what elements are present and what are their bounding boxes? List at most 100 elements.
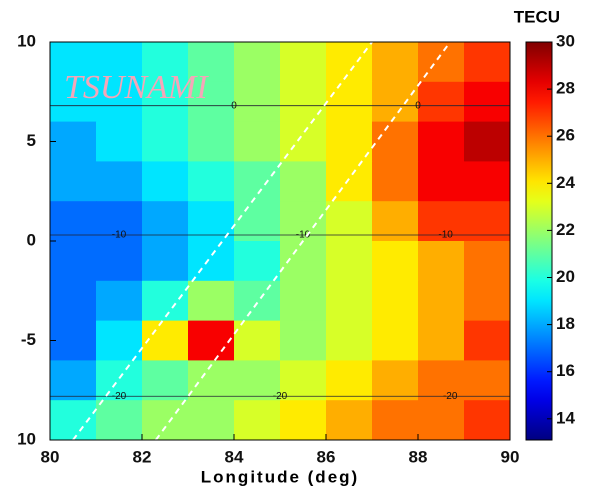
- colorbar-tick-label: 22: [556, 220, 575, 239]
- y-tick-label: 5: [27, 131, 36, 150]
- heat-cell: [464, 360, 511, 401]
- x-tick-label: 86: [317, 447, 336, 466]
- heat-cell: [96, 81, 143, 123]
- heat-cell: [418, 360, 465, 401]
- heat-cell: [234, 360, 281, 401]
- heat-cell: [96, 360, 143, 401]
- heat-cell: [234, 400, 281, 441]
- heat-cell: [326, 280, 373, 322]
- heat-cell: [142, 42, 189, 83]
- heat-cell: [372, 400, 419, 441]
- heat-cell: [50, 360, 97, 401]
- x-tick-label: 88: [409, 447, 428, 466]
- colorbar-tick-label: 20: [556, 267, 575, 286]
- x-tick-label: 80: [41, 447, 60, 466]
- colorbar-tick-label: 16: [556, 361, 575, 380]
- heat-cell: [418, 81, 465, 123]
- heat-cell: [372, 42, 419, 83]
- y-tick-label: -5: [21, 330, 36, 349]
- heat-cell: [50, 241, 97, 282]
- heat-cell: [142, 81, 189, 123]
- heat-cell: [234, 280, 281, 322]
- heat-cell: [280, 280, 327, 322]
- heat-cell: [50, 400, 97, 441]
- heat-cell: [280, 320, 327, 361]
- heat-cell: [326, 161, 373, 202]
- heat-cell: [234, 121, 281, 162]
- heat-cell: [372, 201, 419, 242]
- heat-cell: [464, 81, 511, 123]
- dashed-line: [154, 41, 452, 441]
- heat-cell: [464, 121, 511, 162]
- heat-cell: [418, 400, 465, 441]
- heat-cell: [234, 42, 281, 83]
- heat-cell: [234, 201, 281, 242]
- contour-label: 0: [415, 100, 421, 111]
- dashed-line: [72, 41, 373, 441]
- heat-cell: [464, 280, 511, 322]
- heat-cell: [372, 161, 419, 202]
- heat-cell: [326, 241, 373, 282]
- contour-label: -20: [443, 391, 458, 402]
- x-axis-label: Longitude (deg): [201, 467, 359, 486]
- heat-cell: [418, 121, 465, 162]
- heat-cell: [50, 320, 97, 361]
- heat-cell: [372, 280, 419, 322]
- annotation: TSUNAMI: [64, 69, 209, 106]
- heat-cell: [188, 81, 235, 123]
- heat-cell: [234, 81, 281, 123]
- heat-cell: [326, 400, 373, 441]
- colorbar: [525, 41, 553, 441]
- colorbar-tick-label: 26: [556, 126, 575, 145]
- heat-cell: [96, 42, 143, 83]
- contour-label: 0: [231, 100, 237, 111]
- heat-cell: [234, 320, 281, 361]
- colorbar-tick-label: 18: [556, 314, 575, 333]
- heat-cell: [50, 81, 97, 123]
- heat-cell: [188, 42, 235, 83]
- y-tick-label: 0: [27, 230, 36, 249]
- heat-cell: [96, 241, 143, 282]
- colorbar-tick-label: 24: [556, 173, 575, 192]
- heat-cell: [372, 241, 419, 282]
- heat-cell: [464, 400, 511, 441]
- heat-cell: [280, 360, 327, 401]
- heat-cell: [96, 161, 143, 202]
- x-tick-label: 82: [133, 447, 152, 466]
- heat-cell: [50, 42, 97, 83]
- heat-cell: [372, 81, 419, 123]
- heat-cell: [96, 121, 143, 162]
- colorbar-tick-label: 14: [556, 408, 575, 427]
- heat-cell: [418, 320, 465, 361]
- heat-cell: [464, 42, 511, 83]
- heat-cell: [234, 161, 281, 202]
- heat-cell: [142, 161, 189, 202]
- heat-cell: [280, 81, 327, 123]
- x-tick-label: 84: [225, 447, 244, 466]
- x-tick-label: 90: [501, 447, 520, 466]
- heat-cell: [50, 201, 97, 242]
- contour-label: -20: [112, 391, 127, 402]
- contour-label: -10: [296, 230, 311, 241]
- heat-cell: [96, 280, 143, 322]
- heat-cell: [188, 121, 235, 162]
- heat-cell: [280, 400, 327, 441]
- heat-cell: [464, 161, 511, 202]
- heat-cell: [464, 201, 511, 242]
- heat-cell: [464, 320, 511, 361]
- heat-cell: [418, 161, 465, 202]
- heat-cell: [142, 360, 189, 401]
- heat-cell: [188, 280, 235, 322]
- heat-cell: [96, 400, 143, 441]
- heat-cell: [326, 42, 373, 83]
- heat-cell: [326, 81, 373, 123]
- y-tick-label: 10: [17, 31, 36, 50]
- contour-label: -20: [273, 391, 288, 402]
- colorbar-tick-label: 28: [556, 79, 575, 98]
- colorbar-label: TECU: [514, 7, 560, 26]
- heat-cell: [142, 121, 189, 162]
- heat-cell: [50, 280, 97, 322]
- heat-cell: [372, 121, 419, 162]
- heat-cell: [418, 280, 465, 322]
